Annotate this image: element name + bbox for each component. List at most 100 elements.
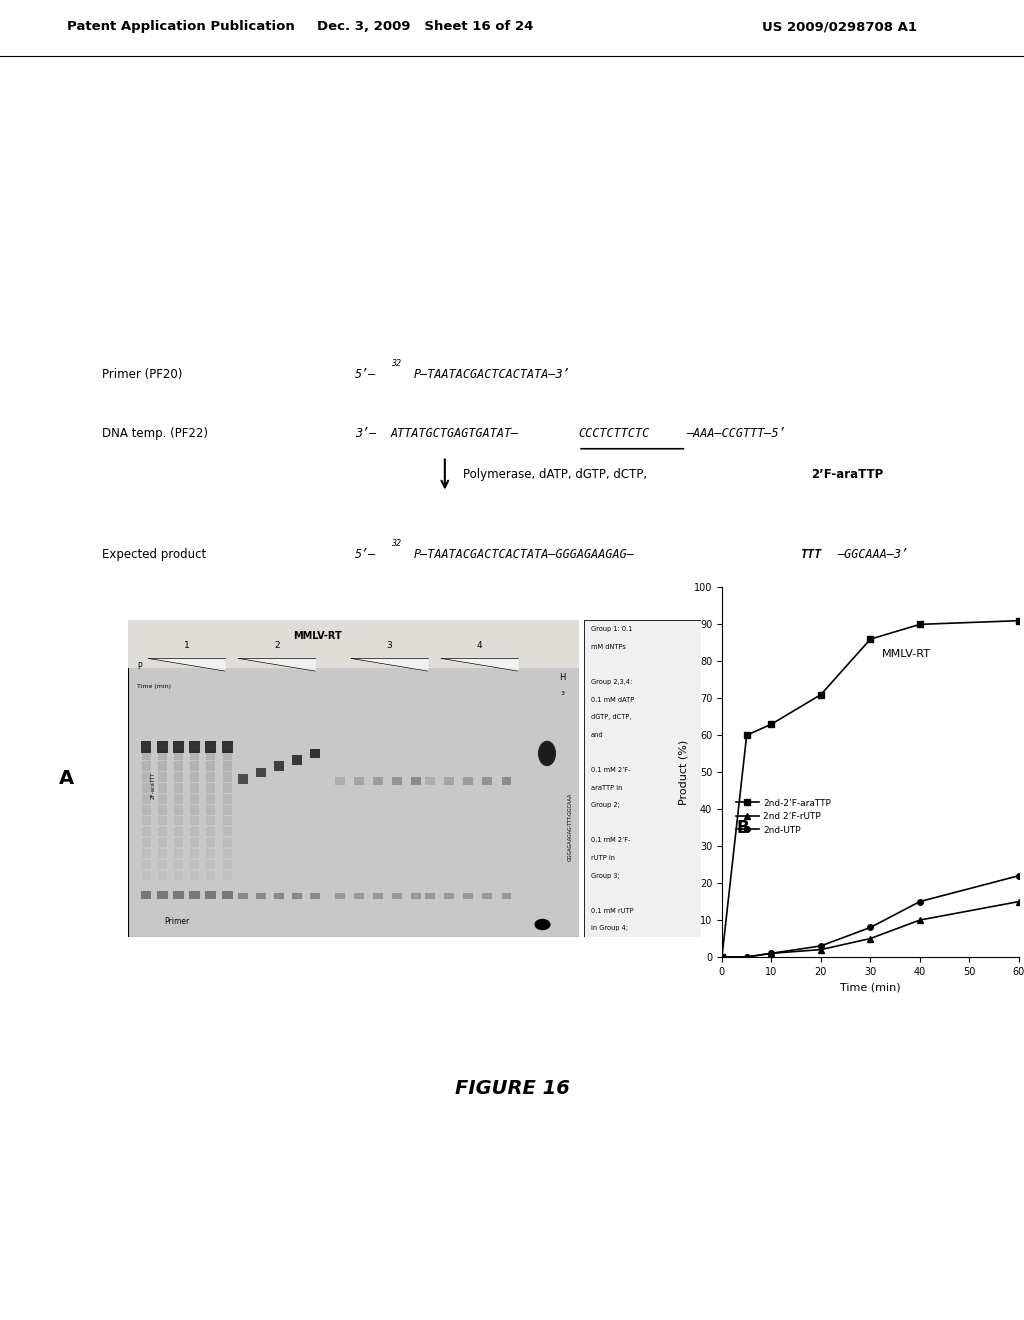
Bar (141, 871, 151, 880)
Bar (141, 849, 151, 858)
Bar (190, 772, 200, 781)
Bar (222, 859, 231, 870)
Bar (222, 838, 231, 847)
Text: rUTP in: rUTP in (591, 855, 614, 861)
Bar (482, 892, 493, 899)
Polygon shape (148, 659, 225, 671)
Y-axis label: Product (%): Product (%) (678, 739, 688, 805)
Bar (158, 783, 167, 792)
Bar (157, 891, 168, 899)
Text: B: B (736, 818, 750, 837)
Bar (190, 762, 200, 771)
Bar (174, 772, 183, 781)
2nd-UTP (913, 894, 926, 909)
Bar (335, 892, 345, 899)
Bar (207, 805, 215, 814)
Bar (207, 762, 215, 771)
Text: Patent Application Publication: Patent Application Publication (67, 20, 294, 33)
Bar (222, 816, 231, 825)
Text: 32: 32 (391, 540, 400, 549)
Text: Group 3;: Group 3; (591, 873, 620, 879)
Bar (412, 892, 421, 899)
Bar (310, 748, 319, 758)
Text: 2F-araTTT: 2F-araTTT (151, 771, 156, 799)
Bar (158, 871, 167, 880)
Text: –AAA–CCGTTT–5’: –AAA–CCGTTT–5’ (686, 426, 786, 440)
Text: 5’–: 5’– (354, 548, 376, 561)
Bar (463, 892, 473, 899)
Bar (158, 795, 167, 804)
Bar (158, 816, 167, 825)
Bar (207, 783, 215, 792)
Text: 2’F-araTTP: 2’F-araTTP (812, 469, 884, 480)
Text: GGGAGAAGAG-TTT-GGCAAA: GGGAGAAGAG-TTT-GGCAAA (567, 792, 572, 861)
2nd-UTP (765, 945, 777, 961)
Text: CCCTCTTCTC: CCCTCTTCTC (579, 426, 649, 440)
Bar (222, 750, 231, 760)
Bar (335, 777, 345, 785)
Text: 0.1 mM 2’F-: 0.1 mM 2’F- (591, 767, 630, 774)
Line: 2nd-UTP: 2nd-UTP (719, 873, 1022, 960)
Bar (222, 762, 231, 771)
Text: 3: 3 (386, 642, 392, 649)
Bar (207, 826, 215, 837)
Bar (190, 826, 200, 837)
Bar (141, 762, 151, 771)
Bar (141, 805, 151, 814)
Bar (140, 891, 152, 899)
Bar (222, 891, 232, 899)
2nd 2’F-rUTP (740, 949, 753, 965)
Bar (392, 777, 402, 785)
Bar (158, 826, 167, 837)
Bar (502, 892, 511, 899)
Text: P–TAATACGACTCACTATA–GGGAGAAGAG–: P–TAATACGACTCACTATA–GGGAGAAGAG– (414, 548, 634, 561)
Bar (189, 741, 200, 754)
Text: Group 1: 0.1: Group 1: 0.1 (591, 626, 632, 632)
Bar (222, 772, 231, 781)
Bar (207, 816, 215, 825)
Line: 2nd-2’F-araTTP: 2nd-2’F-araTTP (719, 618, 1022, 960)
Bar (190, 816, 200, 825)
Bar (190, 871, 200, 880)
2nd 2’F-rUTP (716, 949, 728, 965)
Text: mM dNTPs: mM dNTPs (591, 644, 626, 649)
Text: 5’–: 5’– (354, 367, 376, 380)
Text: MMLV-RT: MMLV-RT (882, 649, 931, 659)
Bar (174, 805, 183, 814)
Text: Group 2,3,4:: Group 2,3,4: (591, 678, 632, 685)
Legend: 2nd-2’F-araTTP, 2nd 2’F-rUTP, 2nd-UTP: 2nd-2’F-araTTP, 2nd 2’F-rUTP, 2nd-UTP (732, 795, 835, 838)
2nd-2’F-araTTP (765, 717, 777, 733)
Bar (222, 826, 231, 837)
Bar (128, 620, 579, 668)
Text: DNA temp. (PF22): DNA temp. (PF22) (102, 426, 209, 440)
Text: H: H (559, 673, 566, 682)
Bar (190, 795, 200, 804)
Text: P–TAATACGACTCACTATA–3’: P–TAATACGACTCACTATA–3’ (414, 367, 570, 380)
Circle shape (535, 919, 551, 931)
Bar (141, 838, 151, 847)
Bar (189, 891, 200, 899)
Bar (174, 783, 183, 792)
Text: –GGCAAA–3’: –GGCAAA–3’ (837, 548, 908, 561)
Bar (222, 795, 231, 804)
Polygon shape (441, 659, 518, 671)
Text: 1: 1 (183, 642, 189, 649)
Bar (190, 750, 200, 760)
Text: US 2009/0298708 A1: US 2009/0298708 A1 (762, 20, 918, 33)
2nd 2’F-rUTP (864, 931, 877, 946)
2nd-2’F-araTTP (716, 949, 728, 965)
Bar (274, 762, 284, 771)
2nd-2’F-araTTP (864, 631, 877, 647)
Bar (158, 772, 167, 781)
Text: in Group 4;: in Group 4; (591, 925, 628, 932)
2nd-UTP (716, 949, 728, 965)
Bar (174, 859, 183, 870)
Bar (174, 838, 183, 847)
Bar (310, 892, 319, 899)
Bar (256, 768, 266, 777)
Bar (141, 859, 151, 870)
Bar (174, 795, 183, 804)
Bar (207, 849, 215, 858)
Line: 2nd 2’F-rUTP: 2nd 2’F-rUTP (719, 899, 1022, 960)
2nd 2’F-rUTP (765, 945, 777, 961)
